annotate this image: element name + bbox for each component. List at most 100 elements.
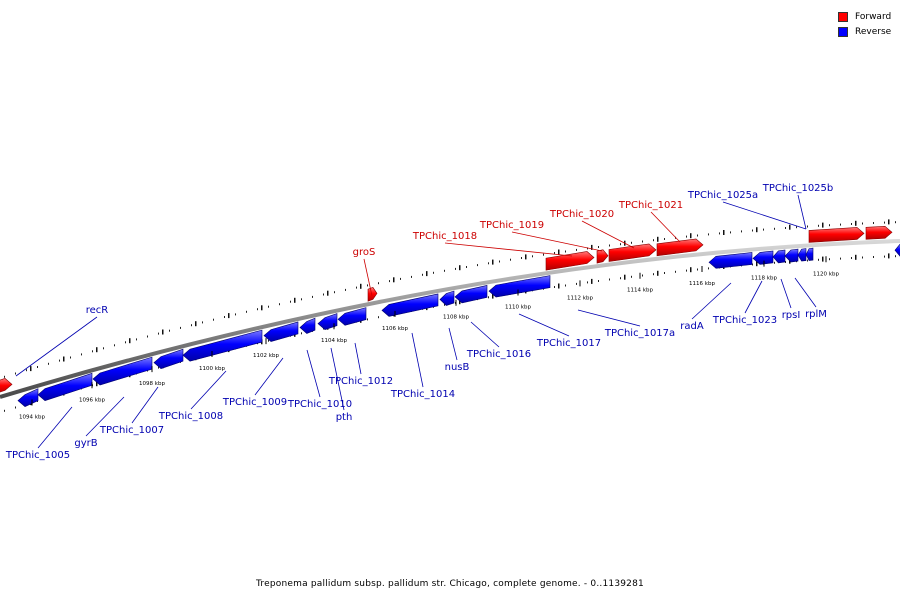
track-dot bbox=[532, 255, 533, 258]
track-major-tick bbox=[558, 249, 560, 255]
track-dot bbox=[378, 282, 379, 285]
track-dot bbox=[257, 308, 258, 311]
track-dot bbox=[4, 375, 5, 378]
leader-line bbox=[15, 316, 98, 377]
reverse-gene-arrow bbox=[797, 248, 807, 262]
track-dot bbox=[840, 257, 841, 260]
outer-tick-track bbox=[4, 219, 896, 378]
track-dot bbox=[213, 318, 214, 321]
track-dot bbox=[686, 269, 687, 272]
gene-label: groS bbox=[353, 247, 376, 258]
track-dot bbox=[598, 280, 599, 282]
reverse-gene-arrow bbox=[299, 317, 316, 334]
track-dot bbox=[422, 273, 423, 276]
leader-line bbox=[722, 201, 807, 230]
gene-label: TPChic_1012 bbox=[328, 376, 393, 387]
track-dot bbox=[741, 230, 742, 233]
track-major-tick bbox=[888, 219, 890, 225]
track-dot bbox=[301, 298, 302, 301]
gene-label: rplM bbox=[805, 309, 827, 320]
leader-line bbox=[131, 386, 159, 424]
track-dot bbox=[224, 316, 225, 318]
leader-line bbox=[330, 347, 345, 411]
track-dot bbox=[730, 231, 731, 234]
track-dot bbox=[609, 244, 610, 247]
track-dot bbox=[444, 269, 445, 272]
track-dot bbox=[15, 372, 16, 375]
track-dot bbox=[697, 234, 698, 237]
track-major-tick bbox=[591, 278, 593, 284]
track-dot bbox=[598, 246, 599, 248]
track-major-tick bbox=[129, 338, 131, 344]
gene-label: TPChic_1009 bbox=[222, 397, 287, 408]
track-dot bbox=[873, 256, 874, 258]
forward-gene-arrow bbox=[808, 227, 865, 243]
track-major-tick bbox=[855, 220, 857, 226]
gene-label: TPChic_1005 bbox=[5, 450, 70, 461]
track-dot bbox=[785, 261, 786, 263]
track-dot bbox=[389, 280, 390, 283]
track-dot bbox=[818, 224, 819, 227]
legend: Forward Reverse bbox=[838, 9, 891, 39]
scale-tick-label: 1098 kbp bbox=[139, 381, 165, 387]
reverse-gene-arrow bbox=[454, 285, 488, 304]
track-major-tick bbox=[756, 261, 758, 267]
track-major-tick bbox=[855, 254, 857, 260]
track-dot bbox=[4, 409, 5, 412]
track-major-tick bbox=[492, 259, 494, 265]
track-dot bbox=[444, 303, 445, 306]
forward-gene-arrow bbox=[545, 251, 595, 271]
track-major-tick bbox=[327, 290, 329, 296]
track-dot bbox=[70, 356, 71, 359]
track-dot bbox=[48, 362, 49, 365]
scale-tick-label: 1116 kbp bbox=[689, 281, 715, 287]
reverse-gene-arrow bbox=[784, 248, 799, 263]
leader-line bbox=[577, 309, 641, 327]
reverse-gene-arrow bbox=[894, 243, 900, 257]
leader-line bbox=[37, 406, 73, 449]
track-dot bbox=[587, 247, 588, 250]
gene-label: TPChic_1016 bbox=[466, 349, 531, 360]
track-dot bbox=[312, 295, 313, 298]
reverse-gene-arrow bbox=[37, 372, 93, 402]
track-dot bbox=[191, 324, 192, 327]
track-dot bbox=[576, 282, 577, 285]
track-dot bbox=[323, 293, 324, 296]
track-dot bbox=[103, 347, 104, 350]
track-dot bbox=[246, 310, 247, 313]
reverse-gene-arrow bbox=[772, 249, 786, 264]
gene-label: TPChic_1017a bbox=[604, 328, 675, 339]
track-dot bbox=[664, 272, 665, 274]
track-major-tick bbox=[690, 267, 692, 273]
reverse-gene-arrow bbox=[263, 321, 299, 342]
gene-label: TPChic_1018 bbox=[412, 231, 477, 242]
track-dot bbox=[554, 286, 555, 288]
track-major-tick bbox=[525, 254, 527, 260]
track-major-tick bbox=[360, 283, 362, 289]
track-major-tick bbox=[96, 381, 98, 387]
track-major-tick bbox=[426, 271, 428, 277]
forward-gene-arrow bbox=[608, 243, 657, 262]
track-major-tick bbox=[492, 293, 494, 299]
track-major-tick bbox=[63, 356, 65, 362]
track-dot bbox=[653, 273, 654, 276]
track-dot bbox=[301, 332, 302, 335]
track-major-tick bbox=[756, 227, 758, 233]
track-major-tick bbox=[195, 321, 197, 327]
track-major-tick bbox=[228, 313, 230, 319]
track-major-tick bbox=[261, 305, 263, 311]
track-dot bbox=[840, 223, 841, 226]
legend-reverse-label: Reverse bbox=[855, 26, 892, 37]
track-dot bbox=[851, 223, 852, 225]
reverse-gene-arrow bbox=[337, 307, 367, 326]
gene-label: nusB bbox=[445, 362, 470, 373]
reverse-gene-arrow bbox=[708, 252, 753, 269]
track-dot bbox=[609, 278, 610, 281]
gene-label: TPChic_1020 bbox=[549, 209, 614, 220]
track-dot bbox=[664, 238, 665, 240]
track-dot bbox=[279, 303, 280, 306]
scale-ticks: 1094 kbp 1096 kbp 1098 kbp 1100 kbp 1102 kbp… bbox=[19, 256, 839, 421]
track-dot bbox=[235, 313, 236, 316]
leader-line bbox=[797, 194, 807, 230]
track-dot bbox=[642, 240, 643, 243]
